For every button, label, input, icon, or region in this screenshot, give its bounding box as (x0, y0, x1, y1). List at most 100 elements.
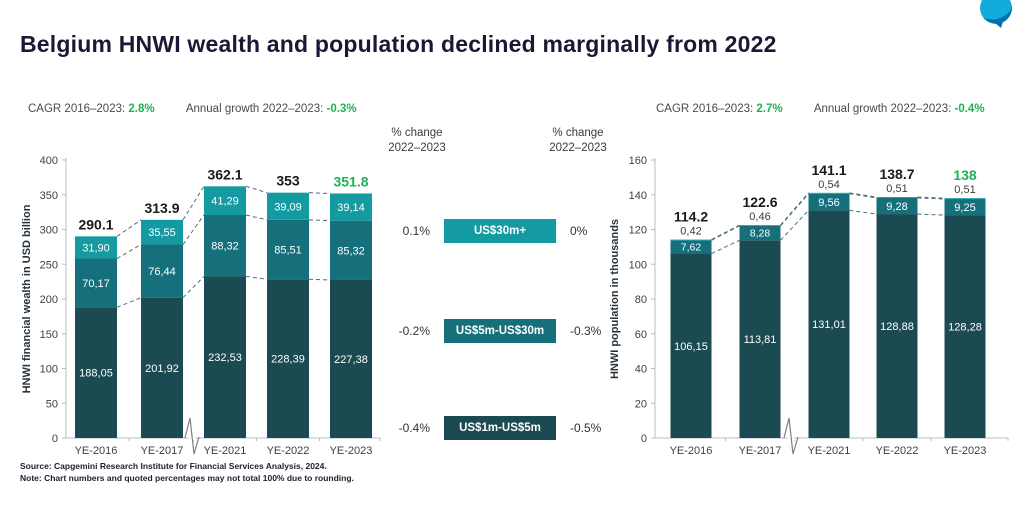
bar-segment-label: 85,51 (274, 245, 302, 257)
pct-change-header-line1: % change (391, 127, 443, 139)
bar-segment (670, 240, 712, 254)
pct-change-header-line2: 2022–2023 (388, 141, 446, 154)
legend-row-us5m-us30m: -0.2% US$5m-US$30m -0.3% (384, 319, 634, 343)
bar-segment (267, 279, 309, 438)
population-growth-value: -0.4% (954, 103, 985, 115)
x-category-label: YE-2021 (204, 445, 247, 457)
bar-segment (670, 253, 712, 438)
legend-row-us30m-plus: 0.1% US$30m+ 0% (384, 219, 634, 243)
x-category-label: YE-2016 (75, 445, 118, 457)
population-pct-change-us30m: 0% (570, 224, 588, 238)
connector-line (849, 209, 877, 215)
bar-segment-label: 228,39 (271, 354, 305, 366)
population-pct-change-us1m: -0.5% (570, 421, 602, 435)
connector-line (917, 196, 945, 199)
connector-line (245, 214, 268, 221)
rounding-note: Note: Chart numbers and quoted percentag… (20, 472, 354, 483)
connector-line (308, 192, 331, 194)
top-segment-label: 0,51 (886, 183, 907, 195)
capgemini-logo-icon (974, 0, 1018, 36)
bar-segment (330, 279, 372, 438)
x-category-label: YE-2023 (944, 445, 987, 457)
wealth-pct-change-us30m: 0.1% (402, 224, 430, 238)
wealth-pct-change-us1m: -0.4% (398, 421, 430, 435)
page-title: Belgium HNWI wealth and population decli… (20, 31, 777, 57)
bar-total-label: 141.1 (811, 162, 846, 178)
bar-segment (141, 297, 183, 438)
bar-segment-label: 113,81 (744, 334, 777, 346)
wealth-cagr-value: 2.8% (128, 103, 155, 115)
connector-line (711, 224, 740, 241)
bar-segment-label: 201,92 (145, 363, 179, 375)
bar-segment (739, 225, 781, 241)
connector-line (780, 210, 809, 241)
connector-line (245, 185, 268, 194)
bar-segment-label: 131,01 (812, 319, 846, 331)
footnotes: Source: Capgemini Research Institute for… (20, 461, 354, 485)
population-cagr-row: CAGR 2016–2023: 2.7% Annual growth 2022–… (656, 103, 985, 115)
y-tick-label: 350 (40, 190, 58, 202)
connector-line (116, 244, 142, 259)
bar-segment (876, 214, 918, 438)
y-tick-label: 400 (40, 155, 58, 167)
connector-line (116, 219, 142, 237)
pct-change-header-line1: % change (552, 127, 604, 139)
connector-line (849, 192, 877, 198)
bar-segment-label: 39,09 (274, 201, 302, 213)
y-tick-label: 160 (629, 155, 647, 167)
connector-line (116, 297, 142, 308)
y-tick-label: 60 (635, 329, 647, 341)
y-tick-label: 250 (40, 259, 58, 271)
capgemini-logo-svg (980, 0, 1012, 28)
bar-group-YE-2021: 232,53 88,32 41,29 362.1 (204, 166, 246, 438)
y-tick-label: 120 (629, 225, 647, 237)
top-segment-label: 0,54 (818, 179, 839, 191)
y-tick-label: 100 (40, 364, 58, 376)
bar-segment-label: 9,28 (886, 201, 907, 213)
legend-band-us5m: US$5m-US$30m (444, 319, 556, 343)
axis-break-icon (783, 417, 799, 455)
wealth-cagr-row: CAGR 2016–2023: 2.8% Annual growth 2022–… (28, 103, 357, 115)
bar-segment-label: 9,56 (818, 197, 839, 209)
bar-segment-label: 9,25 (954, 202, 975, 214)
x-category-label: YE-2021 (808, 445, 851, 457)
y-tick-label: 0 (641, 433, 647, 445)
source-note: Source: Capgemini Research Institute for… (20, 461, 327, 471)
bar-segment-label: 88,32 (211, 241, 239, 253)
bar-segment-label: 8,28 (750, 228, 771, 240)
connector-line (182, 276, 205, 299)
bar-segment-label: 227,38 (334, 354, 368, 366)
bar-segment (204, 215, 246, 277)
bar-total-label: 362.1 (207, 166, 242, 182)
bar-segment (75, 307, 117, 438)
bar-segment-label: 85,32 (337, 245, 365, 257)
bar-segment (944, 198, 986, 200)
bar-segment (808, 193, 850, 211)
bar-segment (141, 244, 183, 298)
y-tick-label: 0 (52, 433, 58, 445)
bar-total-label: 313.9 (144, 200, 179, 216)
bar-segment (204, 276, 246, 438)
bar-segment (330, 220, 372, 280)
bar-segment-label: 106,15 (674, 341, 708, 353)
connector-line (711, 225, 740, 241)
bar-total-label: 138 (953, 167, 977, 183)
top-segment-label: 0,46 (749, 211, 770, 223)
x-category-label: YE-2023 (330, 445, 373, 457)
bar-segment-label: 232,53 (208, 352, 242, 364)
axis-break-icon (184, 417, 200, 455)
x-category-label: YE-2016 (670, 445, 713, 457)
bar-segment-label: 7,62 (681, 241, 702, 253)
y-tick-label: 300 (40, 225, 58, 237)
bar-segment-label: 188,05 (79, 368, 113, 380)
y-tick-label: 140 (629, 190, 647, 202)
pct-change-header-wealth: % change 2022–2023 (375, 126, 459, 156)
y-tick-label: 150 (40, 329, 58, 341)
top-segment-label: 0,42 (680, 226, 701, 238)
y-tick-label: 20 (635, 398, 647, 410)
